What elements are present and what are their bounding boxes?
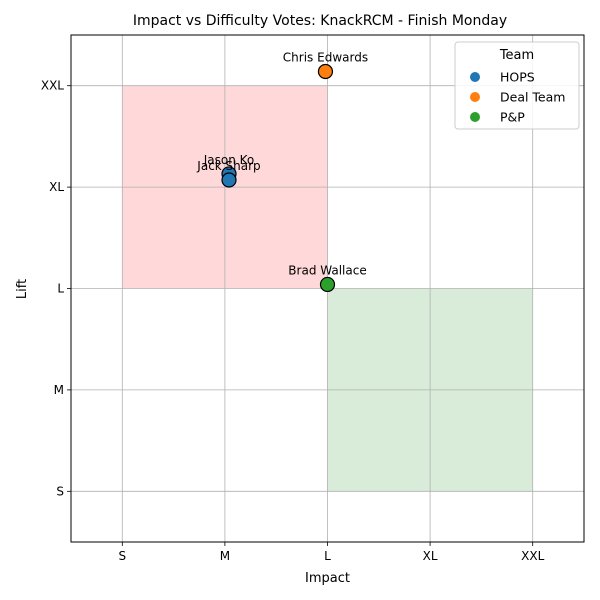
y-tick-label: XL: [49, 180, 64, 194]
x-tick-label: S: [118, 549, 126, 563]
x-axis-ticks: S M L XL XXL: [118, 542, 545, 563]
legend-label: Deal Team: [500, 90, 565, 105]
legend-label: HOPS: [500, 70, 535, 85]
point-label: Jack Sharp: [196, 159, 260, 173]
point-label: Jason Ko: [203, 153, 255, 167]
data-points: [221, 63, 336, 293]
x-tick-label: XXL: [521, 549, 544, 563]
x-axis-label: Impact: [305, 571, 350, 586]
data-point: [319, 276, 336, 293]
point-label: Chris Edwards: [283, 51, 368, 65]
chart-title: Impact vs Difficulty Votes: KnackRCM - F…: [133, 13, 507, 29]
y-tick-label: L: [57, 282, 64, 296]
legend-title: Team: [499, 48, 534, 63]
legend-label: P&P: [500, 110, 525, 125]
x-tick-label: M: [220, 549, 230, 563]
y-tick-label: S: [56, 484, 64, 498]
y-tick-label: XXL: [41, 79, 64, 93]
y-axis-ticks: S M L XL XXL: [41, 79, 71, 498]
legend-box: [454, 41, 580, 130]
point-label: Brad Wallace: [288, 263, 366, 277]
legend-marker: [470, 112, 480, 122]
y-axis-label: Lift: [15, 279, 30, 299]
x-tick-label: XL: [423, 549, 438, 563]
legend-marker: [470, 72, 480, 82]
data-point: [317, 63, 334, 80]
legend: Team HOPS Deal Team P&P: [454, 41, 580, 130]
data-point: [221, 172, 237, 188]
x-tick-label: L: [324, 549, 331, 563]
y-tick-label: M: [54, 383, 64, 397]
legend-marker: [470, 92, 480, 102]
